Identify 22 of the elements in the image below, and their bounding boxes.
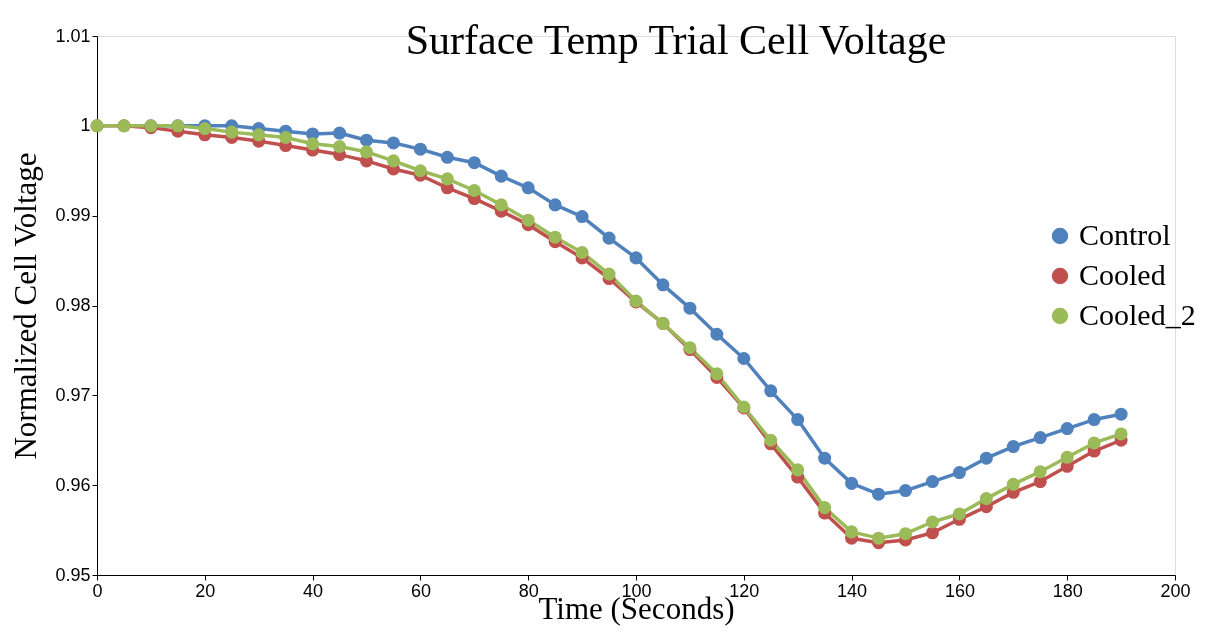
y-tick-label: 1.01 <box>55 25 91 46</box>
x-tick-label: 40 <box>303 580 324 601</box>
x-tick-label: 160 <box>944 580 975 601</box>
legend-label: Cooled_2 <box>1079 298 1196 331</box>
x-tick-label: 200 <box>1160 580 1191 601</box>
x-tick-label: 20 <box>195 580 216 601</box>
legend-label: Control <box>1079 218 1171 251</box>
y-tick-label: 0.99 <box>55 205 91 226</box>
x-tick-label: 0 <box>92 580 103 601</box>
x-tick-label: 140 <box>837 580 868 601</box>
y-tick-label: 1 <box>80 115 91 136</box>
legend-label: Cooled <box>1079 258 1166 291</box>
x-tick-label: 60 <box>410 580 431 601</box>
y-tick-label: 0.98 <box>55 295 91 315</box>
y-tick-label: 0.96 <box>55 474 91 495</box>
x-tick-label: 180 <box>1052 580 1083 601</box>
x-tick-label: 120 <box>729 580 760 601</box>
chart-title: Surface Temp Trial Cell Voltage <box>405 17 947 63</box>
y-axis-title: Normalized Cell Voltage <box>8 152 44 460</box>
y-tick-label: 0.95 <box>55 564 91 585</box>
x-tick-label: 80 <box>518 580 539 601</box>
y-tick-label: 0.97 <box>55 384 91 405</box>
